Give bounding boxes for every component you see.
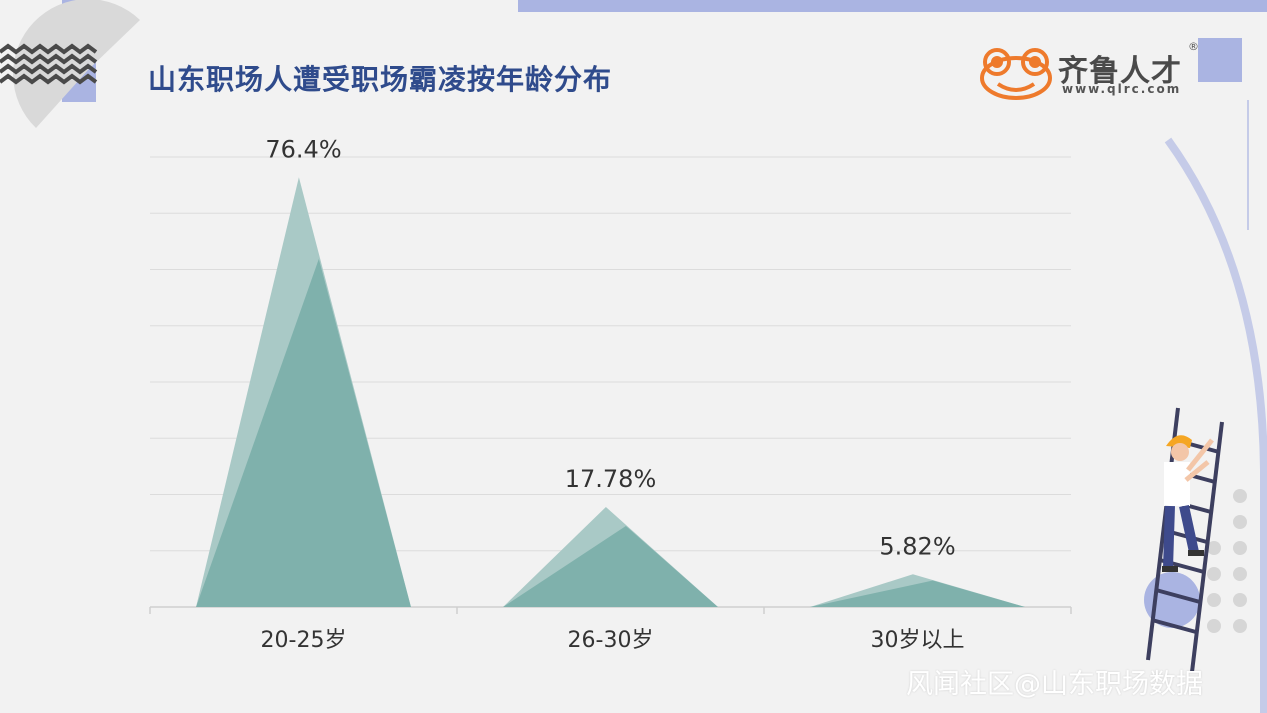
logo-name: 齐鲁人才 <box>1058 54 1182 89</box>
right-accent-square <box>1198 38 1242 82</box>
x-tick-label-2: 26-30岁 <box>568 628 654 653</box>
logo-registered-mark: ® <box>1188 40 1199 53</box>
bar-peak-shade-1 <box>196 258 411 607</box>
x-tick-label-1: 20-25岁 <box>261 628 347 653</box>
logo-frog-icon <box>980 48 1052 100</box>
data-label-2: 17.78% <box>565 465 657 493</box>
corner-semicircle-decoration <box>13 0 140 128</box>
data-label-1: 76.4% <box>265 135 341 163</box>
logo-url: www.qlrc.com <box>1062 82 1182 96</box>
watermark: 风闻社区@山东职场数据 <box>906 669 1203 700</box>
bar-peak-shade-2 <box>503 525 718 607</box>
dot-pattern <box>1207 489 1247 633</box>
top-accent-bar <box>518 0 1267 12</box>
bar-peak-shade-3 <box>810 580 1025 607</box>
worker-illustration <box>1162 435 1214 572</box>
page-title: 山东职场人遭受职场霸凌按年龄分布 <box>148 63 613 96</box>
data-label-3: 5.82% <box>879 532 955 560</box>
zigzag-decoration <box>0 43 98 85</box>
x-tick-label-3: 30岁以上 <box>871 628 965 653</box>
right-arc-decoration <box>1164 137 1267 713</box>
